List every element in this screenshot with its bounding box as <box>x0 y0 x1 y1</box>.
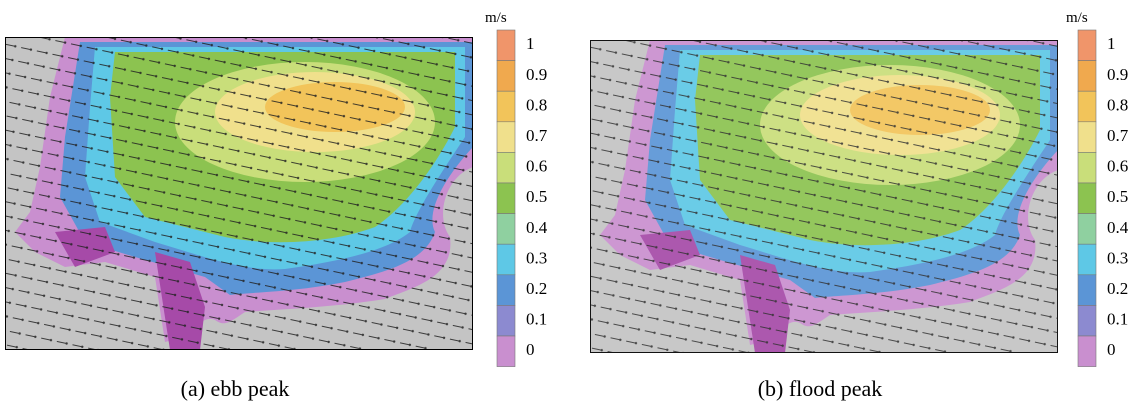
colorbar-band <box>497 152 515 183</box>
colorbar-label: 0.2 <box>526 279 547 298</box>
figure: m/s 1 0.9 0.8 0.7 0.6 0.5 0.4 0.3 0.2 0.1 0 (a) ebb … <box>0 0 1132 408</box>
colorbar-label: 0.8 <box>526 95 547 114</box>
colorbar-band <box>1078 91 1096 122</box>
colorbar-label: 0.5 <box>526 187 547 206</box>
caption: (b) flood peak <box>758 376 883 401</box>
colorbar-label: 0.6 <box>526 157 547 176</box>
colorbar-band <box>1078 122 1096 153</box>
page: {"panels":[ {"caption":"(a) ebb peak","c… <box>0 0 1132 408</box>
colorbar-unit: m/s <box>485 10 507 26</box>
colorbar-label: 0.3 <box>526 248 547 267</box>
colorbar-label: 0.8 <box>1107 95 1128 114</box>
colorbar-label: 0.1 <box>526 310 547 329</box>
colorbar-band <box>1078 152 1096 183</box>
colorbar-label: 0.1 <box>1107 310 1128 329</box>
colorbar-band <box>497 183 515 214</box>
colorbar-band <box>1078 275 1096 306</box>
colorbar-label: 0.4 <box>526 218 548 237</box>
colorbar-label: 0.5 <box>1107 187 1128 206</box>
colorbar-label: 0.7 <box>526 126 548 145</box>
colorbar-label: 0 <box>1107 340 1116 359</box>
colorbar-band <box>497 305 515 336</box>
colorbar-band <box>497 91 515 122</box>
colorbar-band <box>1078 336 1096 367</box>
colorbar-label: 0.2 <box>1107 279 1128 298</box>
caption: (a) ebb peak <box>181 376 290 401</box>
colorbar-band <box>497 244 515 275</box>
flow-map <box>5 37 473 350</box>
flow-map <box>590 40 1058 353</box>
colorbar-band <box>1078 214 1096 245</box>
colorbar-band <box>497 122 515 153</box>
colorbar-band <box>497 336 515 367</box>
colorbar-unit: m/s <box>1066 10 1088 26</box>
colorbar-band <box>497 275 515 306</box>
colorbar-band <box>1078 30 1096 61</box>
colorbar-label: 0.4 <box>1107 218 1129 237</box>
colorbar-band <box>497 214 515 245</box>
colorbar-label: 0.9 <box>1107 65 1128 84</box>
colorbar-label: 0 <box>526 340 535 359</box>
colorbar-label: 0.6 <box>1107 157 1128 176</box>
colorbar-label: 0.7 <box>1107 126 1129 145</box>
colorbar-band <box>1078 183 1096 214</box>
colorbar-label: 1 <box>1107 34 1116 53</box>
colorbar-band <box>1078 305 1096 336</box>
colorbar-band <box>497 61 515 92</box>
colorbar-label: 0.3 <box>1107 248 1128 267</box>
colorbar-band <box>497 30 515 61</box>
colorbar-label: 1 <box>526 34 535 53</box>
colorbar-band <box>1078 61 1096 92</box>
colorbar-band <box>1078 244 1096 275</box>
colorbar-label: 0.9 <box>526 65 547 84</box>
